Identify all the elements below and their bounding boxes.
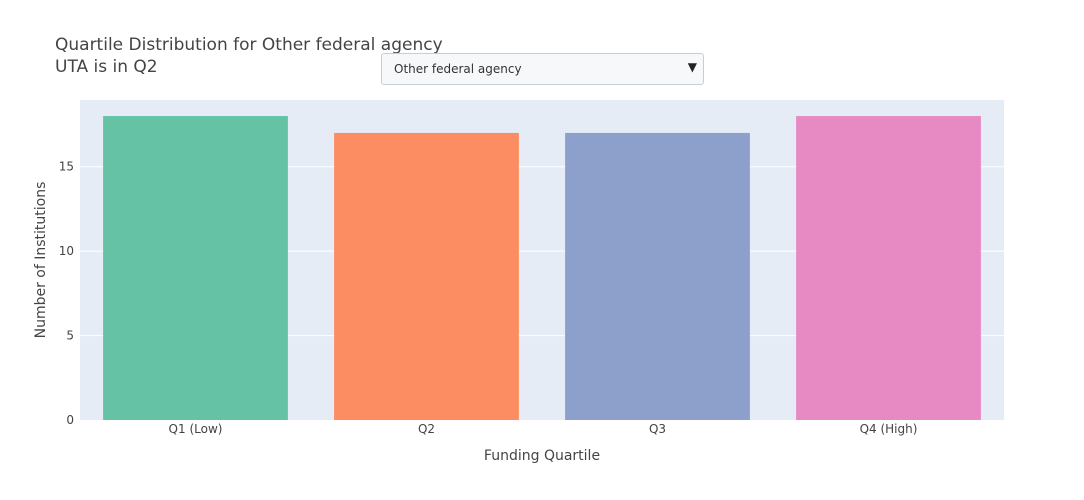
dropdown-selected-value: Other federal agency: [394, 62, 522, 76]
y-tick-label: 15: [59, 160, 74, 174]
bars: [103, 116, 981, 421]
agency-dropdown[interactable]: Other federal agency ▼: [381, 53, 704, 85]
chart-title: Quartile Distribution for Other federal …: [55, 34, 443, 78]
bar-1[interactable]: [103, 116, 288, 421]
x-tick-label: Q4 (High): [860, 422, 918, 436]
bar-3[interactable]: [565, 132, 750, 420]
x-tick-label: Q2: [418, 422, 435, 436]
bar-2[interactable]: [334, 132, 519, 420]
chevron-down-icon: ▼: [687, 60, 697, 74]
y-tick-label: 0: [66, 413, 74, 427]
chart-title-line2: UTA is in Q2: [55, 57, 158, 77]
x-axis-ticks: Q1 (Low) Q2 Q3 Q4 (High): [169, 422, 918, 436]
x-tick-label: Q3: [649, 422, 666, 436]
y-tick-label: 10: [59, 244, 74, 258]
chart-title-line1: Quartile Distribution for Other federal …: [55, 35, 443, 55]
y-axis-label: Number of Institutions: [33, 182, 49, 339]
bar-4[interactable]: [796, 116, 981, 421]
y-tick-label: 5: [66, 329, 74, 343]
x-tick-label: Q1 (Low): [169, 422, 223, 436]
x-axis-label: Funding Quartile: [484, 448, 600, 464]
y-axis-ticks: 0 5 10 15: [59, 160, 74, 427]
